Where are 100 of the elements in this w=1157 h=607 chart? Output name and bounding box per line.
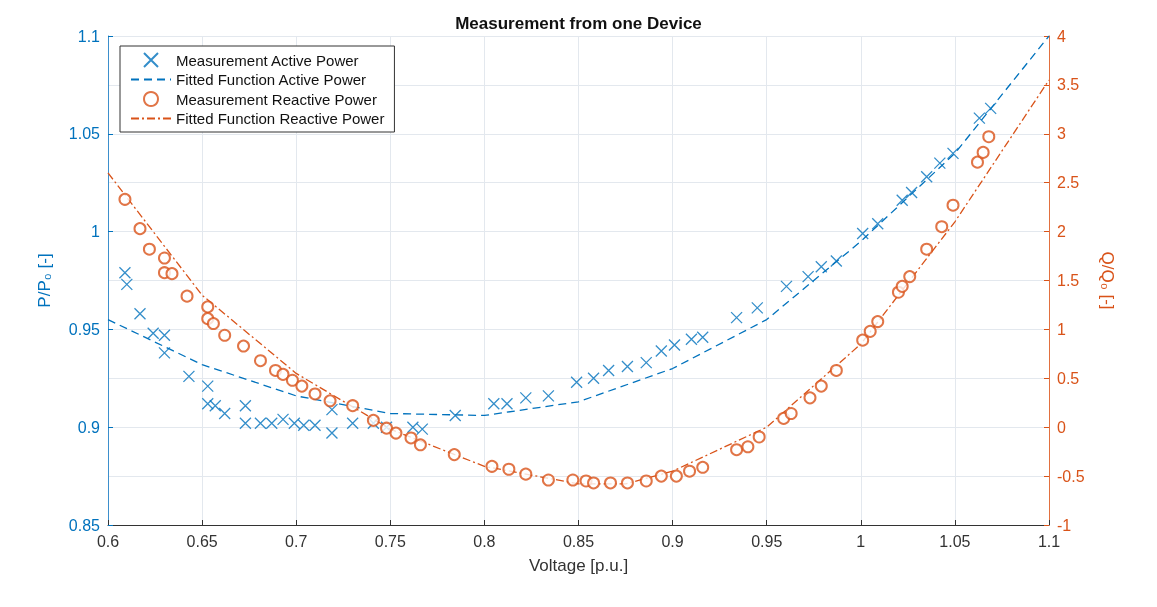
point <box>118 192 132 206</box>
legend-label: Fitted Function Active Power <box>176 71 367 88</box>
point <box>570 376 583 389</box>
point <box>180 289 194 303</box>
point <box>935 220 949 234</box>
point <box>218 407 231 420</box>
point <box>288 417 301 430</box>
point <box>730 443 744 457</box>
point <box>253 354 267 368</box>
point <box>276 413 290 426</box>
point <box>239 399 252 412</box>
point <box>323 394 337 408</box>
y2-tick-label: 1.5 <box>1057 272 1080 289</box>
point <box>237 339 250 353</box>
y-axis-title: P/P₀ [-] <box>35 253 54 308</box>
point <box>602 364 615 377</box>
point <box>308 387 322 401</box>
point <box>500 397 514 410</box>
point <box>863 324 877 338</box>
y-tick-label: 1.1 <box>77 27 101 45</box>
y2-tick-label: 3.5 <box>1057 76 1080 94</box>
point <box>784 407 798 420</box>
chart-title: Measurement from one Device <box>455 14 702 33</box>
point <box>640 356 653 369</box>
y2-tick-label: 0 <box>1057 418 1066 436</box>
point <box>984 102 997 115</box>
legend-label: Fitted Function Reactive Power <box>176 110 385 127</box>
x-tick-label: 0.7 <box>285 532 308 550</box>
point <box>587 476 601 490</box>
point <box>142 242 156 256</box>
point <box>133 222 147 236</box>
x-tick-label: 1.1 <box>1037 532 1061 550</box>
point <box>920 242 934 256</box>
x-axis-title: Voltage [p.u.] <box>528 556 629 575</box>
point <box>519 467 533 481</box>
y-tick-label: 0.85 <box>68 516 101 534</box>
point <box>449 409 462 422</box>
y2-tick-label: 2 <box>1057 223 1066 241</box>
point <box>982 130 996 144</box>
point <box>871 217 884 230</box>
point <box>206 317 220 331</box>
point <box>683 464 697 478</box>
point <box>276 367 290 381</box>
point <box>239 417 252 430</box>
point <box>741 440 755 454</box>
y2-tick-label: 3 <box>1057 125 1066 143</box>
point <box>485 459 499 473</box>
point <box>201 397 214 410</box>
point <box>829 363 843 377</box>
x-tick-label: 0.8 <box>473 532 496 550</box>
point <box>830 254 843 268</box>
point <box>856 333 870 347</box>
point <box>730 311 743 324</box>
point <box>587 372 600 385</box>
point <box>639 474 653 488</box>
point <box>346 399 360 413</box>
point <box>654 469 668 483</box>
point <box>158 346 171 360</box>
point <box>604 476 617 490</box>
y-tick-label: 1 <box>91 223 101 241</box>
y2-tick-label: -1 <box>1057 516 1072 534</box>
y-tick-label: 0.9 <box>77 418 101 436</box>
point <box>487 397 500 410</box>
point <box>295 379 309 393</box>
point <box>416 423 429 436</box>
y2-tick-label: 0.5 <box>1057 369 1080 387</box>
point <box>265 417 278 430</box>
point <box>147 327 160 340</box>
point <box>896 194 909 207</box>
point <box>920 170 933 183</box>
point <box>871 315 885 329</box>
point <box>814 379 828 393</box>
x-tick-label: 0.9 <box>661 532 684 550</box>
x-tick-label: 0.6 <box>96 532 120 550</box>
point <box>655 344 668 358</box>
point <box>502 462 516 476</box>
point <box>201 300 215 314</box>
y2-axis-title: Q/Q₀ [-] <box>1098 251 1117 310</box>
legend-label: Measurement Active Power <box>176 51 359 69</box>
x-tick-label: 0.95 <box>751 532 783 550</box>
point <box>685 333 698 346</box>
point <box>751 301 764 315</box>
x-tick-label: 0.85 <box>562 532 595 550</box>
point <box>696 460 710 474</box>
point <box>973 112 986 125</box>
point <box>903 270 917 284</box>
point <box>447 448 461 462</box>
x-tick-label: 1.05 <box>939 532 971 550</box>
point <box>165 267 179 281</box>
point <box>325 403 339 416</box>
point <box>668 338 681 352</box>
y2-tick-label: 4 <box>1057 27 1066 45</box>
point <box>541 473 555 487</box>
point <box>780 280 793 293</box>
point <box>971 155 984 169</box>
point <box>620 476 634 490</box>
point <box>566 473 580 487</box>
point <box>157 251 171 265</box>
y2-tick-label: 1 <box>1057 320 1066 338</box>
point <box>218 328 232 342</box>
